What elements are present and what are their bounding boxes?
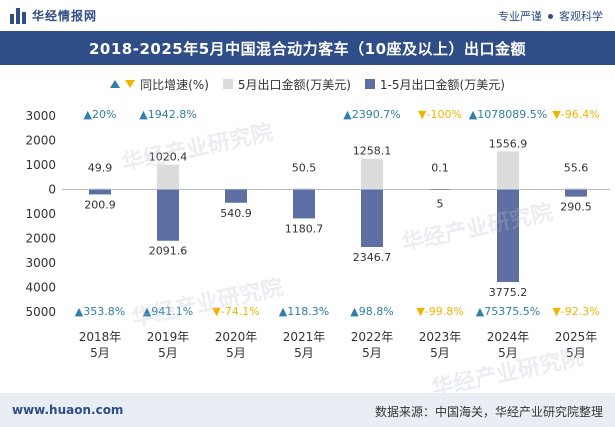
legend-growth: 同比增速(%) [110,76,209,93]
cumulative-growth-label: ▼-74.1% [212,305,259,318]
cumulative-value-label: 5 [437,198,444,211]
cumulative-export-bar [225,189,247,203]
may-value-label: 50.5 [292,162,317,175]
footer-source: 数据来源：中国海关，华经产业研究院整理 [374,405,603,419]
chart-title: 2018-2025年5月中国混合动力客车（10座及以上）出口金额 [88,39,527,58]
y-tick-label: 1000 [25,207,56,221]
legend-down-triangle-icon [125,80,136,88]
footer: www.huaon.com 数据来源：中国海关，华经产业研究院整理 [0,393,615,427]
cumulative-value-label: 200.9 [84,198,116,211]
legend-growth-label: 同比增速(%) [140,77,209,92]
chart-area: 3000 2000 1000 0 1000 2000 3000 4000 5000 49.9 200… [0,100,615,385]
legend-cumulative-label: 1-5月出口金额(万美元) [379,77,505,92]
may-export-bar [565,188,587,190]
may-export-bar [293,188,315,190]
cumulative-growth-label: ▲941.1% [143,305,193,318]
cumulative-export-bar [157,189,179,241]
cumulative-export-bar [361,189,383,247]
cumulative-export-bar [565,189,587,197]
x-category-month: 5月 [90,346,110,360]
cumulative-growth-label: ▼-92.3% [552,305,599,318]
chart-title-band: 2018-2025年5月中国混合动力客车（10座及以上）出口金额 [0,31,615,65]
may-value-label: 0.1 [431,162,449,175]
cumulative-growth-label: ▲98.8% [350,305,393,318]
y-tick-label: 2000 [25,232,56,246]
may-growth-label: ▲1942.8% [139,108,196,121]
x-category-month: 5月 [566,346,586,360]
tag-separator-dot [548,13,553,19]
cumulative-value-label: 290.5 [560,201,592,214]
cumulative-value-label: 1180.7 [285,222,324,235]
may-export-bar [497,151,519,190]
legend-may-label: 5月出口金额(万美元) [237,77,351,92]
cumulative-value-label: 3775.2 [489,286,528,299]
legend-cumulative-swatch [364,79,375,89]
cumulative-export-bar [89,189,111,195]
may-export-bar [157,164,179,190]
may-value-label: 1556.9 [489,137,528,150]
brand: 华经情报网 [10,7,97,24]
footer-website: www.huaon.com [12,403,124,417]
x-category-year: 2021年 [283,330,326,344]
x-category-year: 2025年 [555,330,598,344]
y-tick-label: 4000 [25,281,56,295]
cumulative-growth-label: ▲118.3% [279,305,329,318]
cumulative-value-label: 2346.7 [353,251,392,264]
brand-name: 华经情报网 [32,9,98,23]
x-category-month: 5月 [362,346,382,360]
cumulative-export-bar [497,189,519,282]
may-value-label: 49.9 [88,162,113,175]
x-category-year: 2022年 [351,330,394,344]
legend-may-swatch [222,79,233,89]
cumulative-value-label: 540.9 [220,207,252,220]
top-bar: 华经情报网 专业严谨 客观科学 [0,0,615,30]
y-tick-label: 1000 [25,158,56,172]
cumulative-export-bar [293,189,315,219]
may-growth-label: ▼-96.4% [552,108,599,121]
x-category-month: 5月 [430,346,450,360]
cumulative-growth-label: ▲75375.5% [476,305,540,318]
x-category-year: 2019年 [147,330,190,344]
y-tick-label: 3000 [25,109,56,123]
may-export-bar [361,158,383,190]
cumulative-export-bar [429,189,451,190]
x-category-month: 5月 [498,346,518,360]
x-category-month: 5月 [294,346,314,360]
may-value-label: 1020.4 [149,151,188,164]
may-value-label: 55.6 [564,162,589,175]
cumulative-growth-label: ▲353.8% [75,305,125,318]
y-tick-label: 2000 [25,134,56,148]
may-growth-label: ▼-100% [418,108,462,121]
tag-professional: 专业严谨 [498,10,542,23]
cumulative-growth-label: ▼-99.8% [416,305,463,318]
x-category-year: 2024年 [487,330,530,344]
x-category-year: 2023年 [419,330,462,344]
y-tick-label: 0 [48,183,56,197]
cumulative-value-label: 2091.6 [149,245,188,258]
legend-cumulative: 1-5月出口金额(万美元) [364,76,505,93]
header-tags: 专业严谨 客观科学 [498,8,603,24]
x-category-year: 2020年 [215,330,258,344]
chart-legend: 同比增速(%) 5月出口金额(万美元) 1-5月出口金额(万美元) [0,74,615,94]
legend-up-triangle-icon [110,80,121,88]
y-tick-label: 3000 [25,256,56,270]
legend-may: 5月出口金额(万美元) [222,76,351,93]
brand-logo-icon [10,7,26,24]
may-export-bar [89,188,111,190]
chart-svg: 3000 2000 1000 0 1000 2000 3000 4000 5000 49.9 200… [25,108,610,360]
may-growth-label: ▲20% [84,108,117,121]
x-category-month: 5月 [158,346,178,360]
may-growth-label: ▲2390.7% [343,108,400,121]
tag-objective: 客观科学 [559,10,603,23]
y-tick-label: 5000 [25,305,56,319]
x-category-year: 2018年 [79,330,122,344]
may-growth-label: ▲1078089.5% [469,108,547,121]
may-value-label: 1258.1 [353,145,392,158]
x-category-month: 5月 [226,346,246,360]
